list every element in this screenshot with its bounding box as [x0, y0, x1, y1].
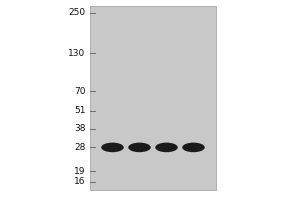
Text: 16: 16	[74, 177, 85, 186]
Text: 28: 28	[74, 143, 85, 152]
Ellipse shape	[155, 143, 178, 152]
Ellipse shape	[128, 143, 151, 152]
Bar	[90, 6, 216, 190]
Text: 19: 19	[74, 167, 85, 176]
Text: 70: 70	[74, 87, 85, 96]
Text: 250: 250	[68, 8, 86, 17]
Ellipse shape	[101, 143, 124, 152]
Text: 130: 130	[68, 49, 86, 58]
Text: 38: 38	[74, 124, 85, 133]
Text: 51: 51	[74, 106, 85, 115]
Ellipse shape	[182, 143, 205, 152]
